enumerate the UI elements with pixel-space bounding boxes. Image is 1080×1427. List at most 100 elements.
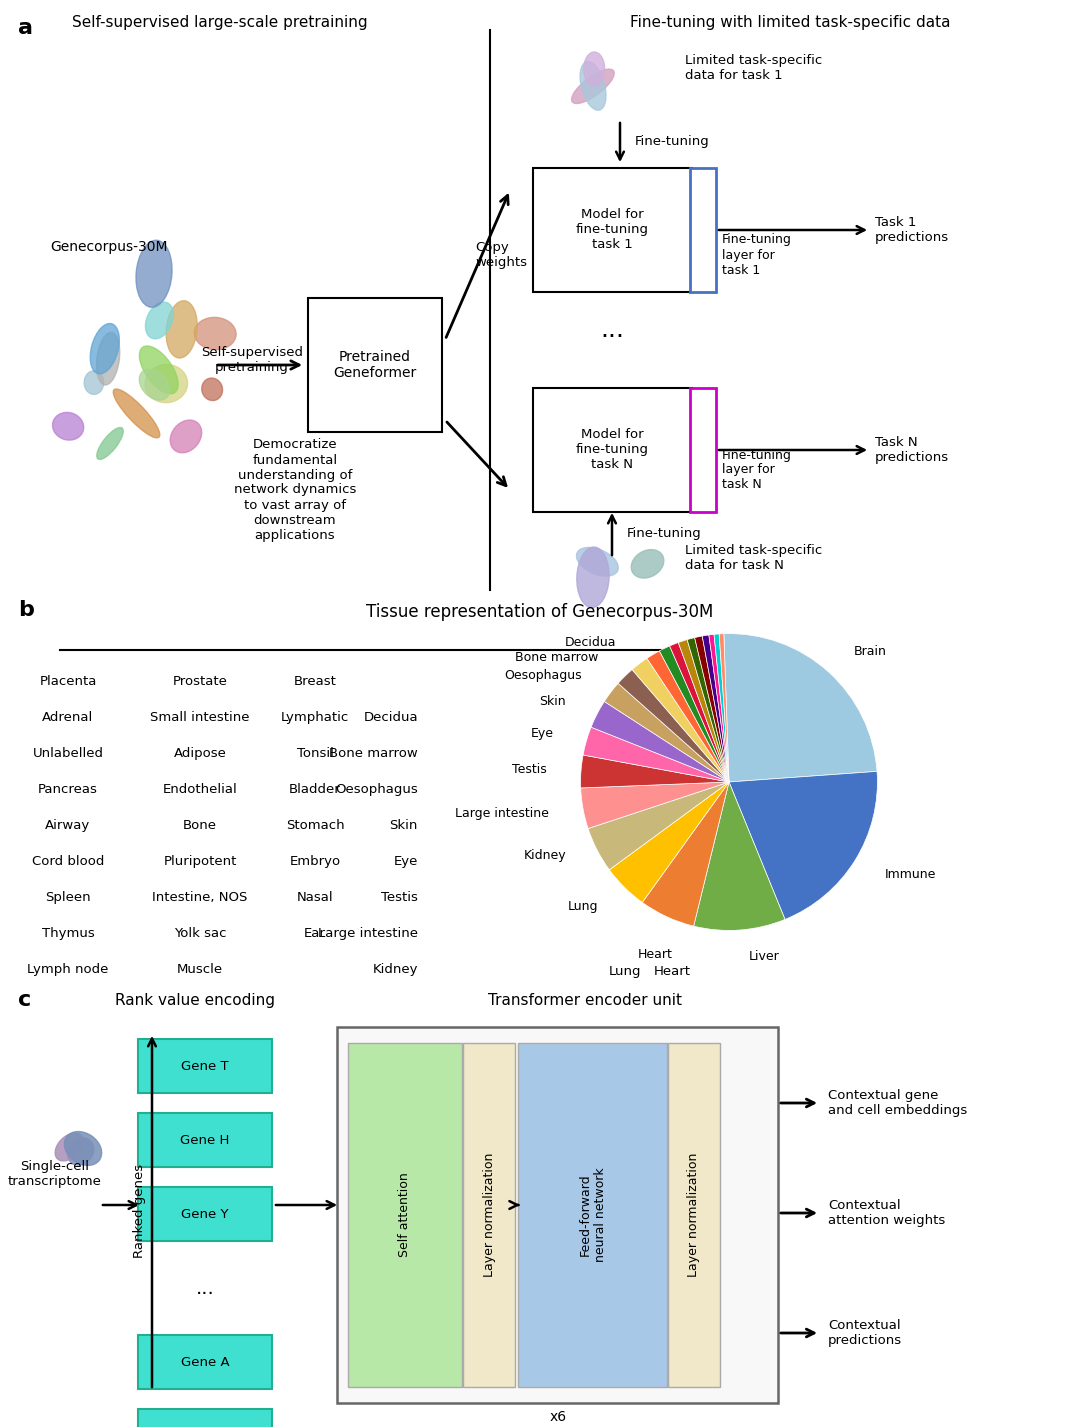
Text: Model for
fine-tuning
task N: Model for fine-tuning task N bbox=[576, 428, 648, 471]
Wedge shape bbox=[724, 634, 877, 782]
Wedge shape bbox=[687, 638, 729, 782]
Wedge shape bbox=[729, 772, 877, 919]
Text: Lymph node: Lymph node bbox=[27, 963, 109, 976]
Text: b: b bbox=[18, 599, 33, 619]
Ellipse shape bbox=[139, 345, 178, 394]
Text: Kidney: Kidney bbox=[373, 963, 418, 976]
Wedge shape bbox=[708, 635, 729, 782]
Text: Limited task-specific
data for task 1: Limited task-specific data for task 1 bbox=[685, 54, 822, 81]
Ellipse shape bbox=[577, 547, 609, 608]
Ellipse shape bbox=[97, 428, 123, 459]
Text: Bone marrow: Bone marrow bbox=[515, 651, 598, 664]
Text: Unlabelled: Unlabelled bbox=[32, 746, 104, 761]
Ellipse shape bbox=[113, 390, 160, 438]
FancyBboxPatch shape bbox=[138, 1187, 272, 1241]
Wedge shape bbox=[702, 635, 729, 782]
Text: Fine-tuning
layer for
task N: Fine-tuning layer for task N bbox=[723, 448, 792, 491]
Text: Heart: Heart bbox=[638, 949, 673, 962]
Text: Lymphatic: Lymphatic bbox=[281, 711, 349, 723]
Text: Pancreas: Pancreas bbox=[38, 783, 98, 796]
Text: Brain: Brain bbox=[853, 645, 887, 658]
Text: Testis: Testis bbox=[381, 890, 418, 903]
Wedge shape bbox=[719, 634, 729, 782]
FancyBboxPatch shape bbox=[138, 1039, 272, 1093]
FancyBboxPatch shape bbox=[534, 168, 692, 293]
Wedge shape bbox=[647, 651, 729, 782]
Text: x6: x6 bbox=[550, 1410, 567, 1424]
Text: Pretrained
Geneformer: Pretrained Geneformer bbox=[334, 350, 417, 380]
Wedge shape bbox=[581, 782, 729, 829]
Text: Heart: Heart bbox=[653, 965, 690, 977]
Text: Cord blood: Cord blood bbox=[31, 855, 104, 868]
Text: Limited task-specific
data for task N: Limited task-specific data for task N bbox=[685, 544, 822, 572]
Text: Single-cell
transcriptome: Single-cell transcriptome bbox=[8, 1160, 102, 1189]
Text: Eye: Eye bbox=[530, 726, 553, 741]
Ellipse shape bbox=[171, 420, 202, 452]
Text: Stomach: Stomach bbox=[286, 819, 345, 832]
Text: Liver: Liver bbox=[750, 950, 780, 963]
Text: Adipose: Adipose bbox=[174, 746, 227, 761]
Ellipse shape bbox=[571, 68, 615, 104]
Wedge shape bbox=[678, 639, 729, 782]
Text: Bone marrow: Bone marrow bbox=[329, 746, 418, 761]
Ellipse shape bbox=[631, 549, 664, 578]
Text: Layer normalization: Layer normalization bbox=[688, 1153, 701, 1277]
Wedge shape bbox=[670, 642, 729, 782]
FancyBboxPatch shape bbox=[463, 1043, 515, 1387]
Text: Tissue representation of Genecorpus-30M: Tissue representation of Genecorpus-30M bbox=[366, 604, 714, 621]
Text: Layer normalization: Layer normalization bbox=[483, 1153, 496, 1277]
Ellipse shape bbox=[166, 301, 198, 358]
Text: Small intestine: Small intestine bbox=[150, 711, 249, 723]
Text: Gene T: Gene T bbox=[181, 1059, 229, 1073]
Text: ...: ... bbox=[600, 318, 624, 342]
Text: Genecorpus-30M: Genecorpus-30M bbox=[50, 240, 167, 254]
Ellipse shape bbox=[139, 370, 170, 400]
Text: Adrenal: Adrenal bbox=[42, 711, 94, 723]
Ellipse shape bbox=[84, 371, 104, 394]
Text: Model for
fine-tuning
task 1: Model for fine-tuning task 1 bbox=[576, 208, 648, 251]
Ellipse shape bbox=[65, 1132, 102, 1166]
Text: Immune: Immune bbox=[886, 868, 936, 880]
Text: c: c bbox=[18, 990, 31, 1010]
Text: Bladder: Bladder bbox=[289, 783, 341, 796]
Text: Placenta: Placenta bbox=[39, 675, 97, 688]
Text: ...: ... bbox=[195, 1279, 214, 1297]
Text: a: a bbox=[18, 19, 33, 39]
Text: Skin: Skin bbox=[539, 695, 566, 708]
Wedge shape bbox=[714, 634, 729, 782]
FancyBboxPatch shape bbox=[669, 1043, 720, 1387]
Text: Spleen: Spleen bbox=[45, 890, 91, 903]
Text: Ranked genes: Ranked genes bbox=[134, 1164, 147, 1259]
Text: Decidua: Decidua bbox=[564, 636, 616, 649]
Text: Pluripotent: Pluripotent bbox=[163, 855, 237, 868]
Wedge shape bbox=[694, 636, 729, 782]
Ellipse shape bbox=[67, 1137, 94, 1164]
Text: Fine-tuning: Fine-tuning bbox=[635, 136, 710, 148]
Ellipse shape bbox=[583, 51, 605, 86]
Text: Eye: Eye bbox=[393, 855, 418, 868]
Text: Self attention: Self attention bbox=[399, 1173, 411, 1257]
Ellipse shape bbox=[55, 1133, 83, 1162]
Text: Oesophagus: Oesophagus bbox=[335, 783, 418, 796]
Text: Nasal: Nasal bbox=[297, 890, 334, 903]
FancyBboxPatch shape bbox=[518, 1043, 667, 1387]
Text: Airway: Airway bbox=[45, 819, 91, 832]
Wedge shape bbox=[589, 782, 729, 870]
Text: Ear: Ear bbox=[305, 928, 326, 940]
Wedge shape bbox=[632, 658, 729, 782]
Text: Fine-tuning: Fine-tuning bbox=[627, 527, 702, 539]
Text: Contextual gene
and cell embeddings: Contextual gene and cell embeddings bbox=[828, 1089, 968, 1117]
FancyBboxPatch shape bbox=[138, 1113, 272, 1167]
Text: Large intestine: Large intestine bbox=[318, 928, 418, 940]
Text: Feed-forward
neural network: Feed-forward neural network bbox=[579, 1167, 607, 1263]
Text: Kidney: Kidney bbox=[524, 849, 566, 862]
Ellipse shape bbox=[136, 240, 172, 307]
Text: Muscle: Muscle bbox=[177, 963, 224, 976]
Wedge shape bbox=[591, 702, 729, 782]
Ellipse shape bbox=[91, 324, 120, 374]
Text: Embryo: Embryo bbox=[289, 855, 340, 868]
Wedge shape bbox=[609, 782, 729, 902]
Text: Self-supervised
pretraining: Self-supervised pretraining bbox=[201, 345, 303, 374]
Text: Testis: Testis bbox=[512, 763, 546, 776]
FancyBboxPatch shape bbox=[138, 1336, 272, 1388]
